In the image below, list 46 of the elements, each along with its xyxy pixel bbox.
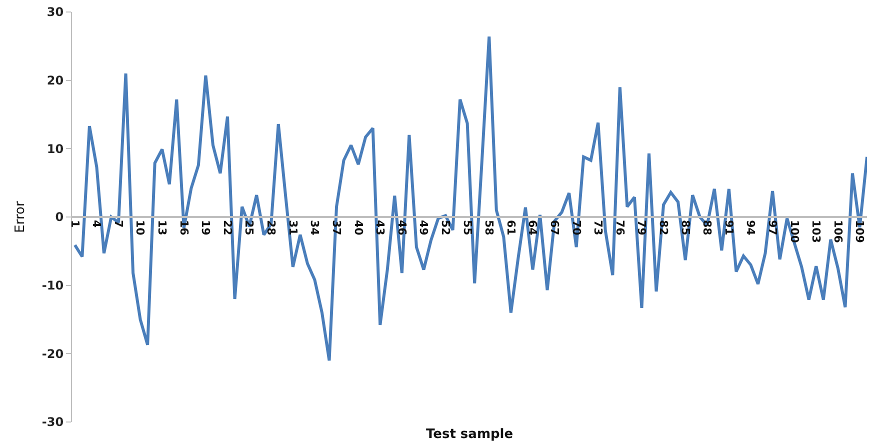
- x-tick-label: 61: [504, 220, 518, 236]
- x-tick-label: 85: [678, 220, 692, 236]
- x-tick-label: 7: [112, 220, 125, 228]
- x-tick-label: 58: [482, 220, 496, 236]
- x-tick-label: 34: [308, 220, 322, 236]
- x-tick-label: 28: [264, 220, 278, 236]
- x-tick-label: 37: [330, 220, 343, 236]
- x-tick-label: 1: [68, 220, 82, 228]
- x-tick-label: 82: [656, 220, 670, 236]
- x-tick-label: 64: [526, 220, 540, 236]
- x-tick-label: 4: [90, 220, 104, 228]
- x-tick-label: 79: [635, 220, 648, 236]
- y-tick-label: 20: [46, 74, 64, 88]
- x-axis-title: Test sample: [426, 427, 514, 442]
- x-tick-label: 106: [831, 220, 844, 244]
- x-tick-label: 73: [592, 220, 605, 236]
- y-tick-label: 10: [46, 142, 64, 156]
- x-tick-label: 22: [220, 220, 234, 236]
- y-tick-label: -20: [42, 346, 64, 361]
- x-tick-label: 91: [722, 220, 736, 236]
- x-tick-label: 40: [352, 220, 365, 236]
- x-tick-label: 25: [242, 220, 256, 236]
- x-tick-label: 97: [766, 220, 779, 236]
- x-tick-label: 52: [438, 220, 452, 236]
- y-tick-label: 30: [46, 5, 64, 20]
- x-tick-label: 109: [853, 220, 866, 243]
- y-axis-title: Error: [12, 200, 28, 233]
- x-tick-label: 100: [788, 220, 801, 244]
- x-tick-label: 103: [810, 220, 823, 243]
- x-tick-label: 70: [570, 220, 583, 236]
- x-tick-label: 13: [156, 220, 169, 236]
- x-tick-label: 49: [417, 220, 430, 236]
- y-tick-label: -30: [42, 415, 64, 430]
- x-tick-label: 67: [548, 220, 561, 236]
- x-tick-label: 46: [395, 220, 408, 236]
- x-tick-label: 31: [286, 220, 300, 236]
- x-tick-label: 55: [460, 220, 474, 236]
- x-tick-label: 76: [613, 220, 626, 236]
- x-tick-label: 88: [700, 220, 714, 236]
- x-tick-label: 16: [177, 220, 190, 236]
- x-tick-label: 94: [744, 220, 758, 236]
- x-tick-label: 19: [199, 220, 212, 236]
- y-tick-label: -10: [42, 278, 64, 293]
- x-tick-label: 10: [134, 220, 147, 236]
- y-tick-label: 0: [55, 210, 64, 224]
- x-tick-label: 43: [374, 220, 387, 236]
